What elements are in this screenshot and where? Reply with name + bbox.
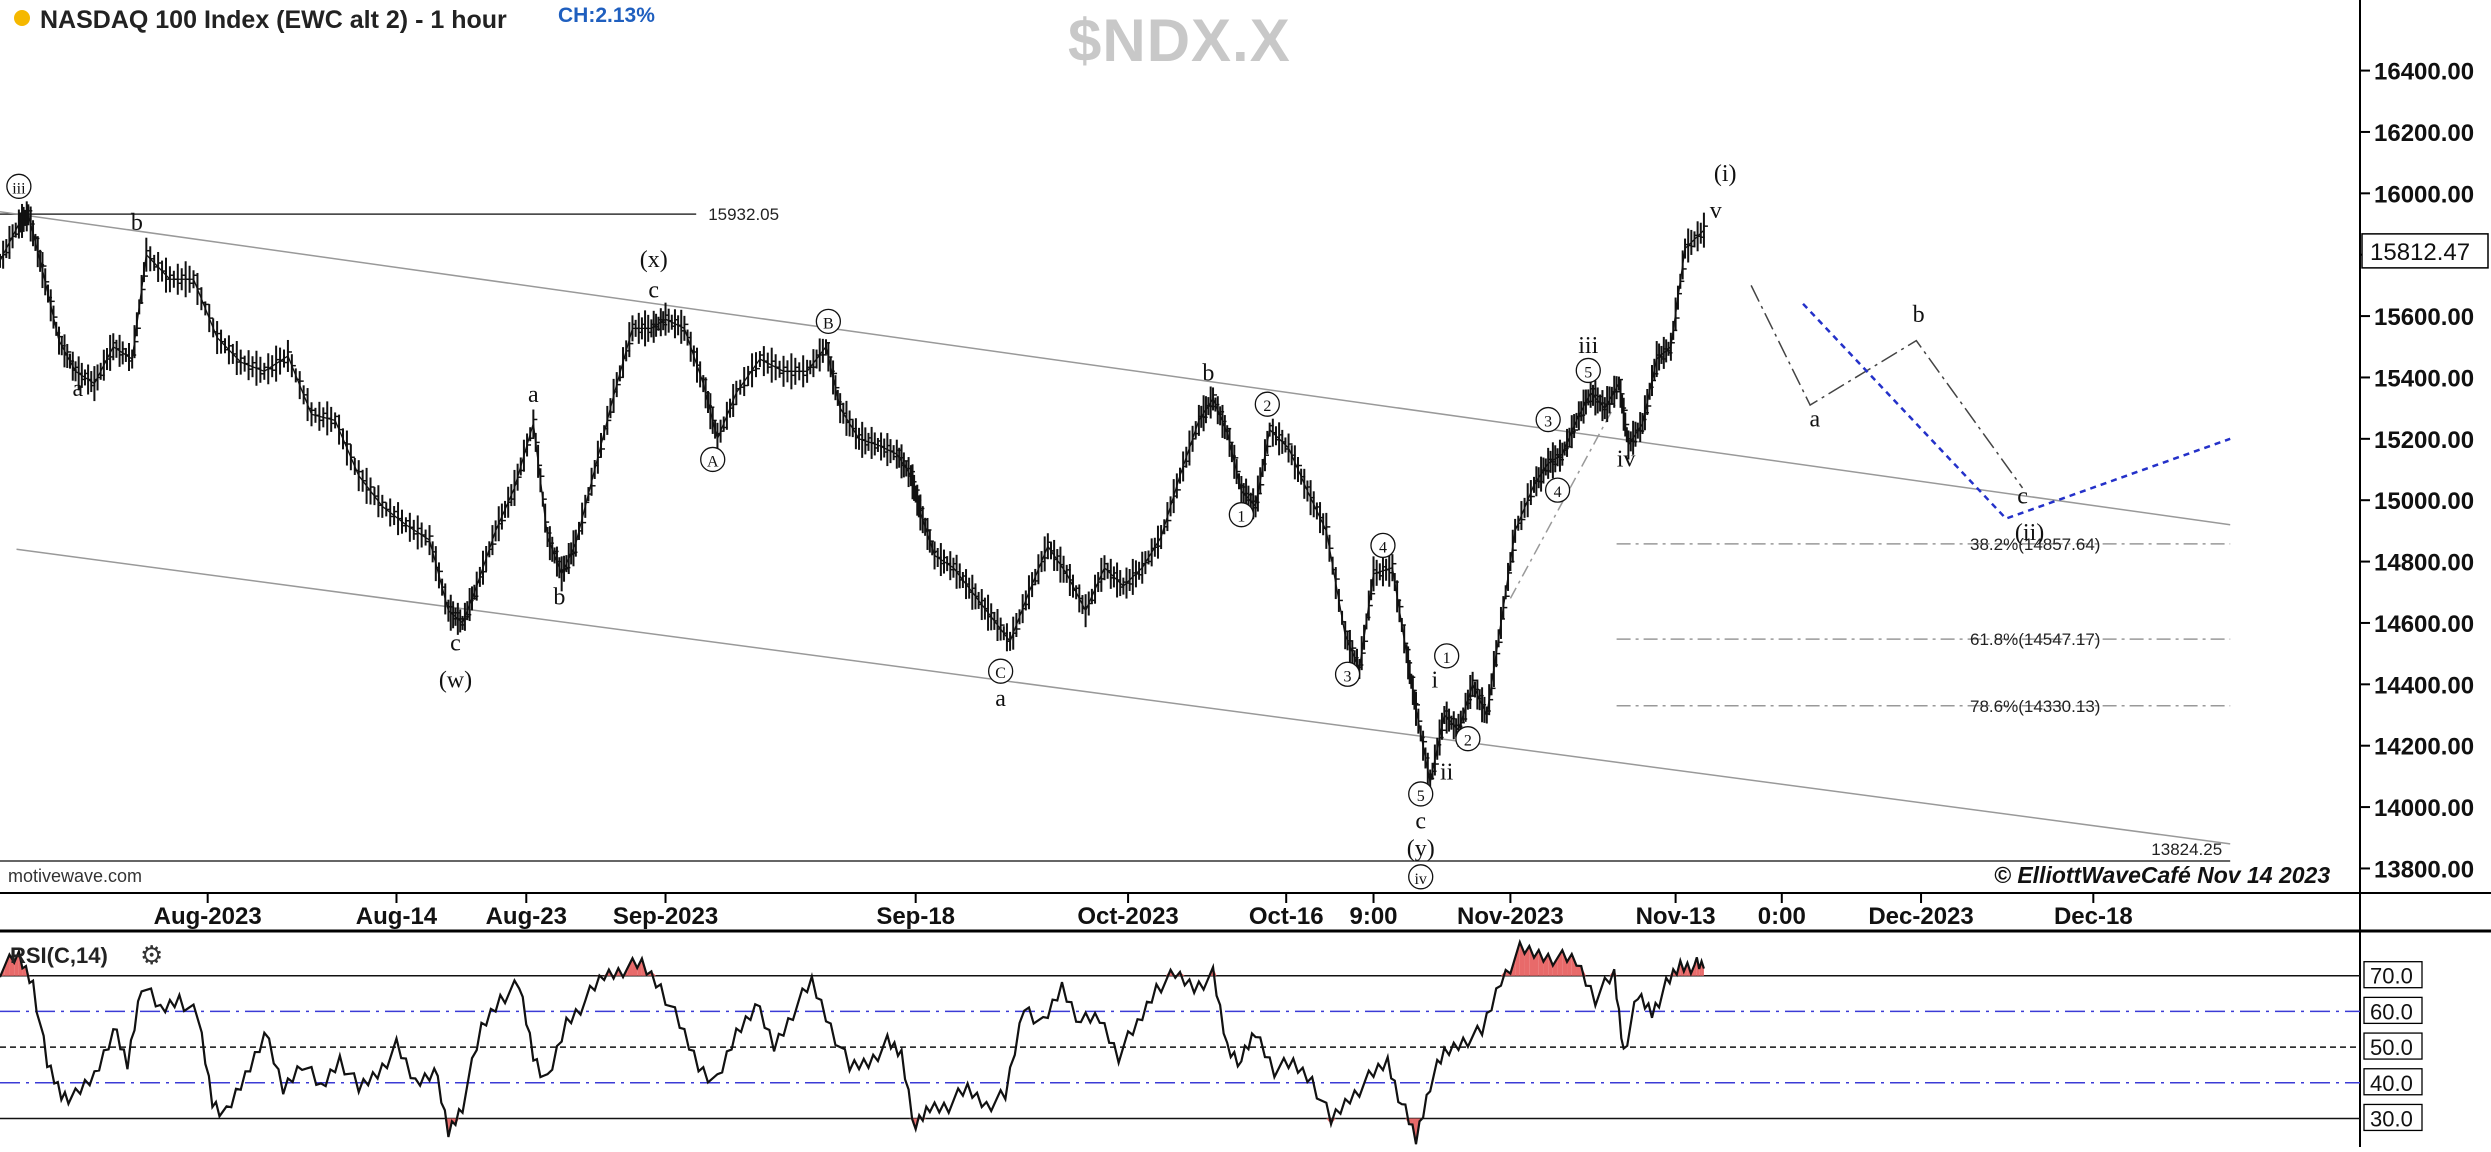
price-y-tick-label: 14400.00 — [2374, 672, 2474, 699]
wave-label: C — [995, 665, 1006, 682]
wave-label: (x) — [640, 247, 668, 273]
wave-label: ii — [1440, 759, 1454, 785]
rsi-y-tick-label: 50.0 — [2370, 1035, 2413, 1060]
rsi-y-tick-label: 70.0 — [2370, 964, 2413, 989]
price-y-tick-label: 16000.00 — [2374, 181, 2474, 208]
chart-title: NASDAQ 100 Index (EWC alt 2) - 1 hour — [40, 6, 507, 35]
x-tick-label: Dec-2023 — [1868, 903, 1973, 930]
price-y-tick-label: 15000.00 — [2374, 488, 2474, 515]
x-tick-label: Dec-18 — [2054, 903, 2133, 930]
horizontal-level-label: 61.8%(14547.17) — [1970, 630, 2100, 649]
x-tick-label: 9:00 — [1349, 903, 1397, 930]
source-label: motivewave.com — [8, 866, 142, 887]
wave-label: a — [995, 686, 1006, 712]
wave-label: v — [1710, 198, 1722, 224]
x-tick-label: Nov-13 — [1636, 903, 1716, 930]
copyright-label: © ElliottWaveCafé Nov 14 2023 — [1994, 862, 2330, 889]
x-tick-label: Oct-16 — [1249, 903, 1324, 930]
x-tick-label: Aug-23 — [486, 903, 567, 930]
wave-label: b — [131, 210, 143, 236]
wave-label: 5 — [1584, 364, 1592, 381]
wave-label: (ii) — [2015, 520, 2044, 546]
wave-label: 3 — [1544, 414, 1552, 431]
rsi-y-tick-label: 60.0 — [2370, 999, 2413, 1024]
wave-label: a — [1810, 407, 1821, 433]
wave-label: c — [1415, 809, 1426, 835]
x-tick-label: Nov-2023 — [1457, 903, 1564, 930]
wave-label: (y) — [1407, 836, 1435, 862]
gear-icon[interactable]: ⚙ — [140, 940, 163, 971]
rsi-series-line — [0, 942, 1704, 1144]
wave-label: b — [1202, 361, 1214, 387]
wave-label: A — [707, 453, 719, 470]
wave-label: b — [553, 585, 565, 611]
rsi-title: RSI(C,14) — [10, 943, 108, 969]
wave-label: iv — [1414, 871, 1426, 888]
wave-label: iii — [1578, 333, 1598, 359]
x-tick-label: Aug-2023 — [154, 903, 262, 930]
last-price-label: 15812.47 — [2370, 239, 2470, 266]
price-y-tick-label: 14200.00 — [2374, 734, 2474, 761]
x-tick-label: 0:00 — [1758, 903, 1806, 930]
wave-label: B — [823, 315, 834, 332]
x-tick-label: Sep-2023 — [613, 903, 718, 930]
projection-black — [1751, 285, 2022, 488]
wave-label: iii — [12, 180, 26, 197]
status-dot — [14, 10, 30, 26]
wave-label: 5 — [1417, 788, 1425, 805]
x-tick-label: Aug-14 — [356, 903, 438, 930]
horizontal-level-label: 15932.05 — [708, 205, 779, 224]
x-tick-label: Sep-18 — [876, 903, 955, 930]
wave-label: 1 — [1443, 650, 1451, 667]
x-tick-label: Oct-2023 — [1077, 903, 1178, 930]
price-y-tick-label: 15400.00 — [2374, 365, 2474, 392]
wave-label: 3 — [1344, 668, 1352, 685]
wave-label: iv — [1617, 446, 1636, 472]
rsi-y-tick-label: 40.0 — [2370, 1071, 2413, 1096]
wave-label: a — [528, 382, 539, 408]
wave-label: (w) — [439, 667, 472, 693]
horizontal-level-label: 78.6%(14330.13) — [1970, 697, 2100, 716]
price-y-tick-label: 16200.00 — [2374, 120, 2474, 147]
price-bars — [0, 201, 1708, 795]
wave-label: 4 — [1379, 539, 1387, 556]
rsi-y-tick-label: 30.0 — [2370, 1106, 2413, 1131]
change-readout: CH:2.13% — [558, 4, 655, 28]
price-y-tick-label: 14600.00 — [2374, 611, 2474, 638]
price-y-tick-label: 16400.00 — [2374, 59, 2474, 86]
upper-channel — [0, 212, 2230, 525]
wave-label: (i) — [1714, 161, 1737, 187]
wave-label: b — [1913, 302, 1925, 328]
wave-label: i — [1432, 667, 1439, 693]
price-y-tick-label: 14800.00 — [2374, 550, 2474, 577]
wave-label: 1 — [1237, 509, 1245, 526]
wave-label: c — [2017, 483, 2028, 509]
price-y-tick-label: 15600.00 — [2374, 304, 2474, 331]
wave-label: 2 — [1263, 398, 1271, 415]
horizontal-level-label: 13824.25 — [2151, 840, 2222, 859]
wave-label: 4 — [1554, 484, 1562, 501]
wave-label: a — [73, 376, 84, 402]
ticker-watermark: $NDX.X — [1068, 6, 1291, 75]
wave-label: c — [450, 631, 461, 657]
price-y-tick-label: 13800.00 — [2374, 856, 2474, 883]
wave-label: c — [648, 278, 659, 304]
price-y-tick-label: 14000.00 — [2374, 795, 2474, 822]
price-y-tick-label: 15200.00 — [2374, 427, 2474, 454]
wave-label: 2 — [1464, 733, 1472, 750]
price-series-line — [0, 215, 1704, 783]
